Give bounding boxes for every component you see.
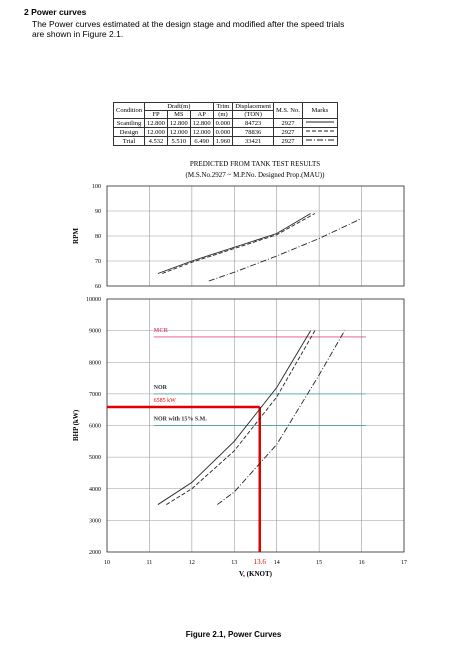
table-row: Trial 4.532 5.510 6.490 1.960 33421 2927 xyxy=(112,136,338,146)
y-axis-label: RPM xyxy=(72,228,80,244)
series-line xyxy=(161,213,316,274)
y-tick-label: 9000 xyxy=(89,329,101,335)
table-cell: Trial xyxy=(112,136,146,146)
line-style xyxy=(305,139,334,141)
section-heading: 2 Power curves xyxy=(24,7,87,17)
line-style xyxy=(305,130,334,132)
y-tick-label: 8000 xyxy=(89,360,101,366)
x-tick-label: 14 xyxy=(274,560,280,566)
series-line xyxy=(208,218,362,282)
series-line xyxy=(157,213,311,274)
x-tick-label: 16 xyxy=(359,560,365,566)
x-tick-label: 15 xyxy=(316,560,322,566)
body-text: are shown in Figure 2.1. xyxy=(32,29,124,39)
body-text: The Power curves estimated at the design… xyxy=(32,19,345,29)
y-tick-label: 4000 xyxy=(89,487,101,493)
y-tick-label: 10000 xyxy=(86,297,101,303)
plot-frame xyxy=(106,185,405,287)
reference-label: NOR xyxy=(154,385,168,391)
x-tick-label: 13 xyxy=(231,560,237,566)
table-body: Scantling 12.800 12.800 12.800 0.000 84723 292… xyxy=(112,118,338,146)
y-tick-label: 70 xyxy=(95,259,101,265)
figure-title: PREDICTED FROM TANK TEST RESULTS xyxy=(190,160,320,168)
y-tick-label: 80 xyxy=(95,234,101,240)
reference-value: 13.6 xyxy=(254,558,267,566)
y-tick-label: 2000 xyxy=(89,550,101,556)
plot-frame xyxy=(106,298,405,553)
x-tick-label: 11 xyxy=(147,560,153,566)
y-tick-label: 6000 xyxy=(89,424,101,430)
y-tick-label: 5000 xyxy=(89,455,101,461)
figure: PREDICTED FROM TANK TEST RESULTS (M.S.No… xyxy=(72,160,407,578)
x-tick-label: 12 xyxy=(189,560,195,566)
x-tick-label: 17 xyxy=(401,560,407,566)
y-tick-label: 3000 xyxy=(89,518,101,524)
x-tick-label: 10 xyxy=(104,560,110,566)
reference-label: NOR with 15% S.M. xyxy=(154,417,208,423)
reference-label: MCR xyxy=(154,328,169,334)
figure-caption: Figure 2.1, Power Curves xyxy=(185,630,282,639)
condition-table: Condition Draft(m) Trim Displacement M.S… xyxy=(112,102,338,146)
reference-label: 6585 kW xyxy=(154,398,177,404)
y-axis-label: BHP (kW) xyxy=(72,409,80,441)
line-style-cell xyxy=(301,136,338,146)
y-tick-label: 7000 xyxy=(89,392,101,398)
series-line xyxy=(217,330,345,505)
line-style xyxy=(305,121,334,123)
y-tick-label: 60 xyxy=(95,284,101,290)
y-tick-label: 100 xyxy=(92,184,101,190)
series-line xyxy=(166,330,316,505)
x-axis-label: V, (KNOT) xyxy=(239,570,273,578)
table-cell: 6.490 xyxy=(189,136,214,146)
figure-title: (M.S.No.2927 ~ M.P.No. Designed Prop.(MA… xyxy=(186,171,326,179)
y-tick-label: 90 xyxy=(95,209,101,215)
series-line xyxy=(157,330,312,505)
